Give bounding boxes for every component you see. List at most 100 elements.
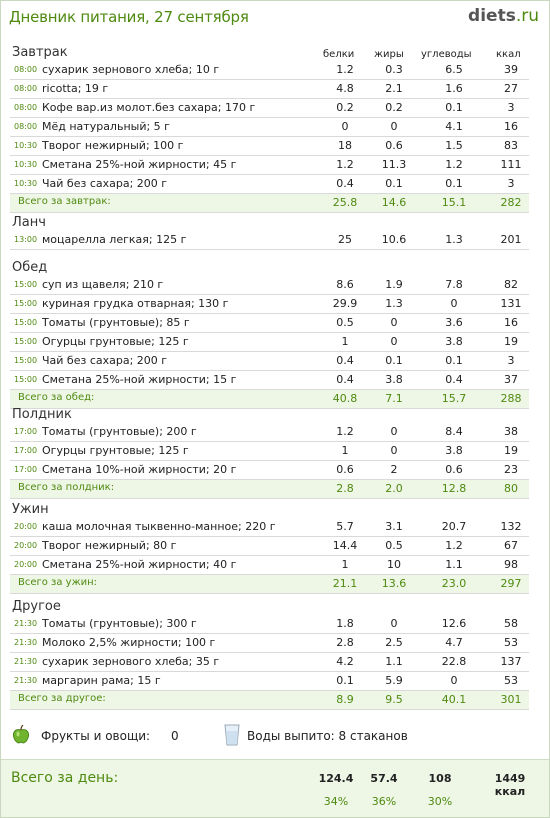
- fruits-label: Фрукты и овощи:: [41, 729, 151, 743]
- protein-value: 1.2: [336, 63, 354, 76]
- food-row[interactable]: 10:30 Творог нежирный; 100 г 18 0.6 1.5 83: [10, 137, 529, 156]
- fat-value: 2: [390, 463, 398, 476]
- day-total-protein: 124.4: [318, 772, 354, 785]
- food-name[interactable]: каша молочная тыквенно-манное; 220 г: [42, 520, 276, 533]
- total-fat: 14.6: [381, 196, 407, 209]
- food-name[interactable]: Творог нежирный; 80 г: [42, 539, 177, 552]
- food-row[interactable]: 17:00 Сметана 10%-ной жирности; 20 г 0.6 2 0…: [10, 461, 529, 480]
- protein-value: 1.8: [336, 617, 354, 630]
- food-name[interactable]: моцарелла легкая; 125 г: [42, 233, 187, 246]
- protein-value: 1: [341, 558, 349, 571]
- food-name[interactable]: Кофе вар.из молот.без сахара; 170 г: [42, 101, 256, 114]
- meal-title: Обед: [12, 260, 48, 275]
- food-name[interactable]: ricotta; 19 г: [42, 82, 109, 95]
- meal-total-label: Всего за завтрак:: [18, 196, 111, 207]
- meal-section: Ланч 13:00 моцарелла легкая; 125 г 25 10.6 1.…: [1, 214, 549, 250]
- food-name[interactable]: Сметана 25%-ной жирности; 40 г: [42, 558, 237, 571]
- food-row[interactable]: 21:30 сухарик зернового хлеба; 35 г 4.2 1.1…: [10, 653, 529, 672]
- food-row[interactable]: 08:00 Мёд натуральный; 5 г 0 0 4.1 16: [10, 118, 529, 137]
- meal-title: Ужин: [12, 502, 49, 517]
- carbs-value: 4.7: [445, 636, 463, 649]
- entry-time: 15:00: [14, 299, 38, 308]
- carbs-value: 20.7: [441, 520, 467, 533]
- food-name[interactable]: маргарин рама; 15 г: [42, 674, 161, 687]
- carbs-value: 8.4: [445, 425, 463, 438]
- carbs-value: 0: [450, 674, 458, 687]
- site-logo[interactable]: diets.ru: [468, 6, 539, 26]
- kcal-value: 37: [504, 373, 518, 386]
- food-row[interactable]: 21:30 Молоко 2,5% жирности; 100 г 2.8 2.5 4.…: [10, 634, 529, 653]
- food-row[interactable]: 21:30 маргарин рама; 15 г 0.1 5.9 0 53: [10, 672, 529, 691]
- food-name[interactable]: Чай без сахара; 200 г: [42, 354, 168, 367]
- kcal-value: 19: [504, 444, 518, 457]
- food-name[interactable]: Чай без сахара; 200 г: [42, 177, 168, 190]
- total-fat: 7.1: [385, 392, 403, 405]
- food-name[interactable]: Томаты (грунтовые); 85 г: [42, 316, 190, 329]
- meal-section: Ужин 20:00 каша молочная тыквенно-манное; …: [1, 501, 549, 594]
- food-name[interactable]: сухарик зернового хлеба; 10 г: [42, 63, 220, 76]
- protein-value: 0.1: [336, 674, 354, 687]
- food-row[interactable]: 15:00 суп из щавеля; 210 г 8.6 1.9 7.8 82: [10, 276, 529, 295]
- food-row[interactable]: 10:30 Сметана 25%-ной жирности; 45 г 1.2 11…: [10, 156, 529, 175]
- food-row[interactable]: 08:00 сухарик зернового хлеба; 10 г 1.2 0.3…: [10, 61, 529, 80]
- food-name[interactable]: Творог нежирный; 100 г: [42, 139, 184, 152]
- food-row[interactable]: 20:00 каша молочная тыквенно-манное; 220 …: [10, 518, 529, 537]
- meal-total-row: Всего за ужин: 21.1 13.6 23.0 297: [10, 575, 529, 594]
- food-row[interactable]: 15:00 Томаты (грунтовые); 85 г 0.5 0 3.6 16: [10, 314, 529, 333]
- food-name[interactable]: Томаты (грунтовые); 300 г: [42, 617, 197, 630]
- protein-value: 29.9: [332, 297, 358, 310]
- kcal-value: 3: [507, 354, 515, 367]
- food-row[interactable]: 17:00 Томаты (грунтовые); 200 г 1.2 0 8.4 38: [10, 423, 529, 442]
- fat-value: 3.8: [385, 373, 403, 386]
- fat-value: 1.9: [385, 278, 403, 291]
- meal-section: Обед 15:00 суп из щавеля; 210 г 8.6 1.9 7.8 82…: [1, 259, 549, 409]
- food-row[interactable]: 15:00 куриная грудка отварная; 130 г 29.9 1…: [10, 295, 529, 314]
- food-row[interactable]: 20:00 Творог нежирный; 80 г 14.4 0.5 1.2 67: [10, 537, 529, 556]
- kcal-value: 16: [504, 316, 518, 329]
- food-name[interactable]: суп из щавеля; 210 г: [42, 278, 164, 291]
- carbs-value: 7.8: [445, 278, 463, 291]
- food-row[interactable]: 13:00 моцарелла легкая; 125 г 25 10.6 1.3 201: [10, 231, 529, 250]
- food-name[interactable]: куриная грудка отварная; 130 г: [42, 297, 229, 310]
- entry-time: 08:00: [14, 65, 38, 74]
- protein-value: 18: [338, 139, 352, 152]
- total-kcal: 301: [500, 693, 522, 706]
- food-row[interactable]: 08:00 Кофе вар.из молот.без сахара; 170 г…: [10, 99, 529, 118]
- food-row[interactable]: 08:00 ricotta; 19 г 4.8 2.1 1.6 27: [10, 80, 529, 99]
- total-kcal: 80: [504, 482, 518, 495]
- food-row[interactable]: 10:30 Чай без сахара; 200 г 0.4 0.1 0.1 3: [10, 175, 529, 194]
- food-row[interactable]: 21:30 Томаты (грунтовые); 300 г 1.8 0 12.6 58: [10, 615, 529, 634]
- food-name[interactable]: Сметана 10%-ной жирности; 20 г: [42, 463, 237, 476]
- food-name[interactable]: Огурцы грунтовые; 125 г: [42, 335, 189, 348]
- food-name[interactable]: Огурцы грунтовые; 125 г: [42, 444, 189, 457]
- food-row[interactable]: 17:00 Огурцы грунтовые; 125 г 1 0 3.8 19: [10, 442, 529, 461]
- protein-value: 0.4: [336, 177, 354, 190]
- food-name[interactable]: Молоко 2,5% жирности; 100 г: [42, 636, 216, 649]
- total-protein: 2.8: [336, 482, 354, 495]
- entry-time: 17:00: [14, 427, 38, 436]
- food-name[interactable]: Мёд натуральный; 5 г: [42, 120, 170, 133]
- food-row[interactable]: 15:00 Сметана 25%-ной жирности; 15 г 0.4 3.…: [10, 371, 529, 390]
- kcal-value: 3: [507, 101, 515, 114]
- day-total-carbs: 108: [428, 772, 452, 785]
- kcal-value: 38: [504, 425, 518, 438]
- protein-value: 5.7: [336, 520, 354, 533]
- food-row[interactable]: 20:00 Сметана 25%-ной жирности; 40 г 1 10 1.…: [10, 556, 529, 575]
- food-name[interactable]: Сметана 25%-ной жирности; 15 г: [42, 373, 237, 386]
- carbs-value: 3.8: [445, 444, 463, 457]
- protein-value: 14.4: [332, 539, 358, 552]
- entry-time: 08:00: [14, 84, 38, 93]
- kcal-value: 53: [504, 674, 518, 687]
- header: Дневник питания, 27 сентября diets.ru: [1, 1, 549, 35]
- food-name[interactable]: Томаты (грунтовые); 200 г: [42, 425, 197, 438]
- fat-value: 0.1: [385, 177, 403, 190]
- day-total-fat-pct: 36%: [371, 795, 397, 808]
- food-name[interactable]: Сметана 25%-ной жирности; 45 г: [42, 158, 237, 171]
- protein-value: 8.6: [336, 278, 354, 291]
- food-row[interactable]: 15:00 Огурцы грунтовые; 125 г 1 0 3.8 19: [10, 333, 529, 352]
- food-name[interactable]: сухарик зернового хлеба; 35 г: [42, 655, 220, 668]
- entry-time: 21:30: [14, 638, 38, 647]
- food-row[interactable]: 15:00 Чай без сахара; 200 г 0.4 0.1 0.1 3: [10, 352, 529, 371]
- carbs-value: 1.5: [445, 139, 463, 152]
